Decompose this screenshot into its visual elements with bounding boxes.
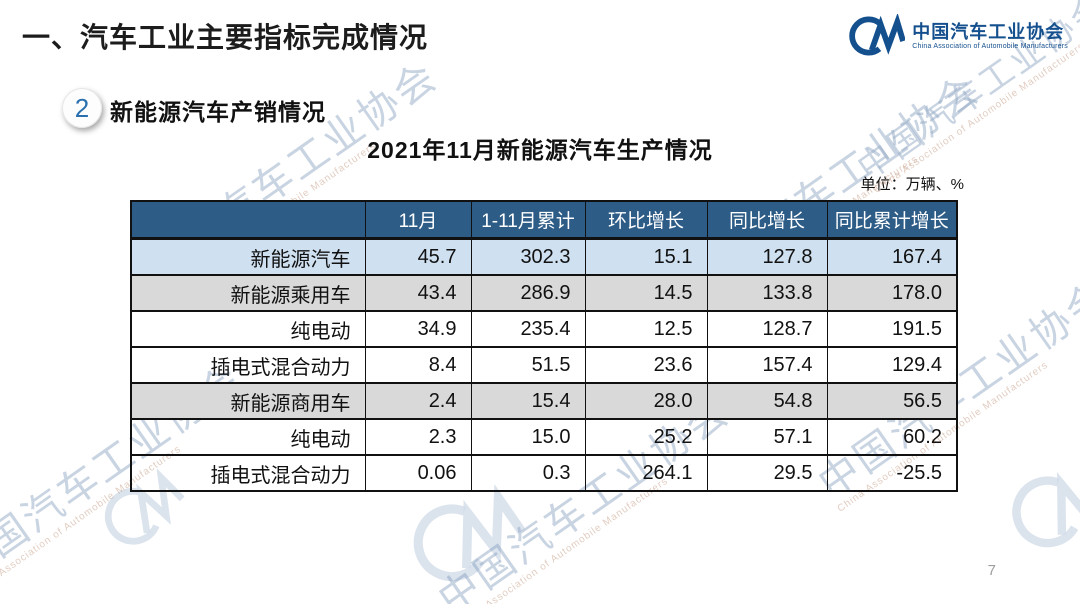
- table-cell: 25.2: [584, 419, 707, 456]
- table-cell: 0.3: [470, 455, 585, 492]
- column-header: [131, 201, 365, 240]
- section-badge-number: 2: [74, 93, 90, 123]
- table-cell: 2.4: [364, 383, 471, 420]
- table-cell: 302.3: [470, 238, 585, 276]
- table-cell: 23.6: [584, 347, 707, 384]
- table-row: 新能源汽车 45.7 302.3 15.1 127.8 167.4: [131, 238, 957, 276]
- table-cell: 167.4: [826, 238, 957, 276]
- table-cell: 133.8: [706, 275, 827, 312]
- caam-logo: 中国汽车工业协会 China Association of Automobile…: [841, 14, 1068, 58]
- unit-label: 单位：万辆、%: [860, 176, 964, 193]
- table-cell: 34.9: [364, 311, 471, 348]
- table-row: 新能源乘用车 43.4 286.9 14.5 133.8 178.0: [131, 275, 957, 312]
- table-cell: 127.8: [706, 238, 827, 276]
- page-title: 一、汽车工业主要指标完成情况: [22, 22, 429, 53]
- row-label: 纯电动: [131, 419, 365, 456]
- table-cell: 51.5: [470, 347, 585, 384]
- table-cell: 128.7: [706, 311, 827, 348]
- table-cell: 28.0: [584, 383, 707, 420]
- table-cell: 264.1: [584, 455, 707, 492]
- table-cell: 178.0: [826, 275, 957, 312]
- table-header-row: 11月 1-11月累计 环比增长 同比增长 同比累计增长: [131, 201, 957, 240]
- logo-name-cn: 中国汽车工业协会: [912, 22, 1065, 43]
- table-title: 2021年11月新能源汽车生产情况: [367, 137, 713, 163]
- table-cell: 14.5: [584, 275, 707, 312]
- column-header: 11月: [364, 201, 471, 240]
- column-header: 1-11月累计: [470, 201, 585, 240]
- row-label: 插电式混合动力: [131, 455, 365, 492]
- caam-monogram-watermark-icon: [385, 480, 536, 604]
- table-cell: 15.4: [470, 383, 585, 420]
- row-label: 新能源乘用车: [131, 275, 365, 312]
- table-cell: 29.5: [706, 455, 827, 492]
- table-cell: 57.1: [706, 419, 827, 456]
- caam-monogram-watermark-icon: [985, 452, 1080, 571]
- table-cell: 0.06: [364, 455, 471, 492]
- table-row: 纯电动 2.3 15.0 25.2 57.1 60.2: [131, 419, 957, 456]
- table-cell: 43.4: [364, 275, 471, 312]
- column-header: 同比累计增长: [826, 201, 957, 240]
- caam-logo-icon: [841, 14, 906, 58]
- table-row: 插电式混合动力 8.4 51.5 23.6 157.4 129.4: [131, 347, 957, 384]
- row-label: 新能源汽车: [131, 238, 365, 276]
- page-number: 7: [987, 562, 996, 579]
- column-header: 环比增长: [584, 201, 707, 240]
- table-row: 插电式混合动力 0.06 0.3 264.1 29.5 -25.5: [131, 455, 957, 492]
- table-cell: 129.4: [826, 347, 957, 384]
- row-label: 插电式混合动力: [131, 347, 365, 384]
- table-cell: 2.3: [364, 419, 471, 456]
- column-header: 同比增长: [706, 201, 827, 240]
- table-cell: -25.5: [826, 455, 957, 492]
- table-row: 新能源商用车 2.4 15.4 28.0 54.8 56.5: [131, 383, 957, 420]
- table-cell: 286.9: [470, 275, 585, 312]
- logo-name-en: China Association of Automobile Manufact…: [912, 42, 1068, 50]
- table-cell: 15.1: [584, 238, 707, 276]
- table-cell: 12.5: [584, 311, 707, 348]
- table-cell: 235.4: [470, 311, 585, 348]
- table-cell: 56.5: [826, 383, 957, 420]
- section-heading: 新能源汽车产销情况: [110, 99, 326, 125]
- section-badge: 2: [62, 88, 102, 128]
- table-cell: 8.4: [364, 347, 471, 384]
- table-cell: 191.5: [826, 311, 957, 348]
- table-cell: 54.8: [706, 383, 827, 420]
- row-label: 新能源商用车: [131, 383, 365, 420]
- table-row: 纯电动 34.9 235.4 12.5 128.7 191.5: [131, 311, 957, 348]
- table-cell: 157.4: [706, 347, 827, 384]
- nev-production-table: 11月 1-11月累计 环比增长 同比增长 同比累计增长 新能源汽车 45.7 …: [130, 200, 958, 492]
- table-cell: 60.2: [826, 419, 957, 456]
- table-cell: 45.7: [364, 238, 471, 276]
- table-cell: 15.0: [470, 419, 585, 456]
- row-label: 纯电动: [131, 311, 365, 348]
